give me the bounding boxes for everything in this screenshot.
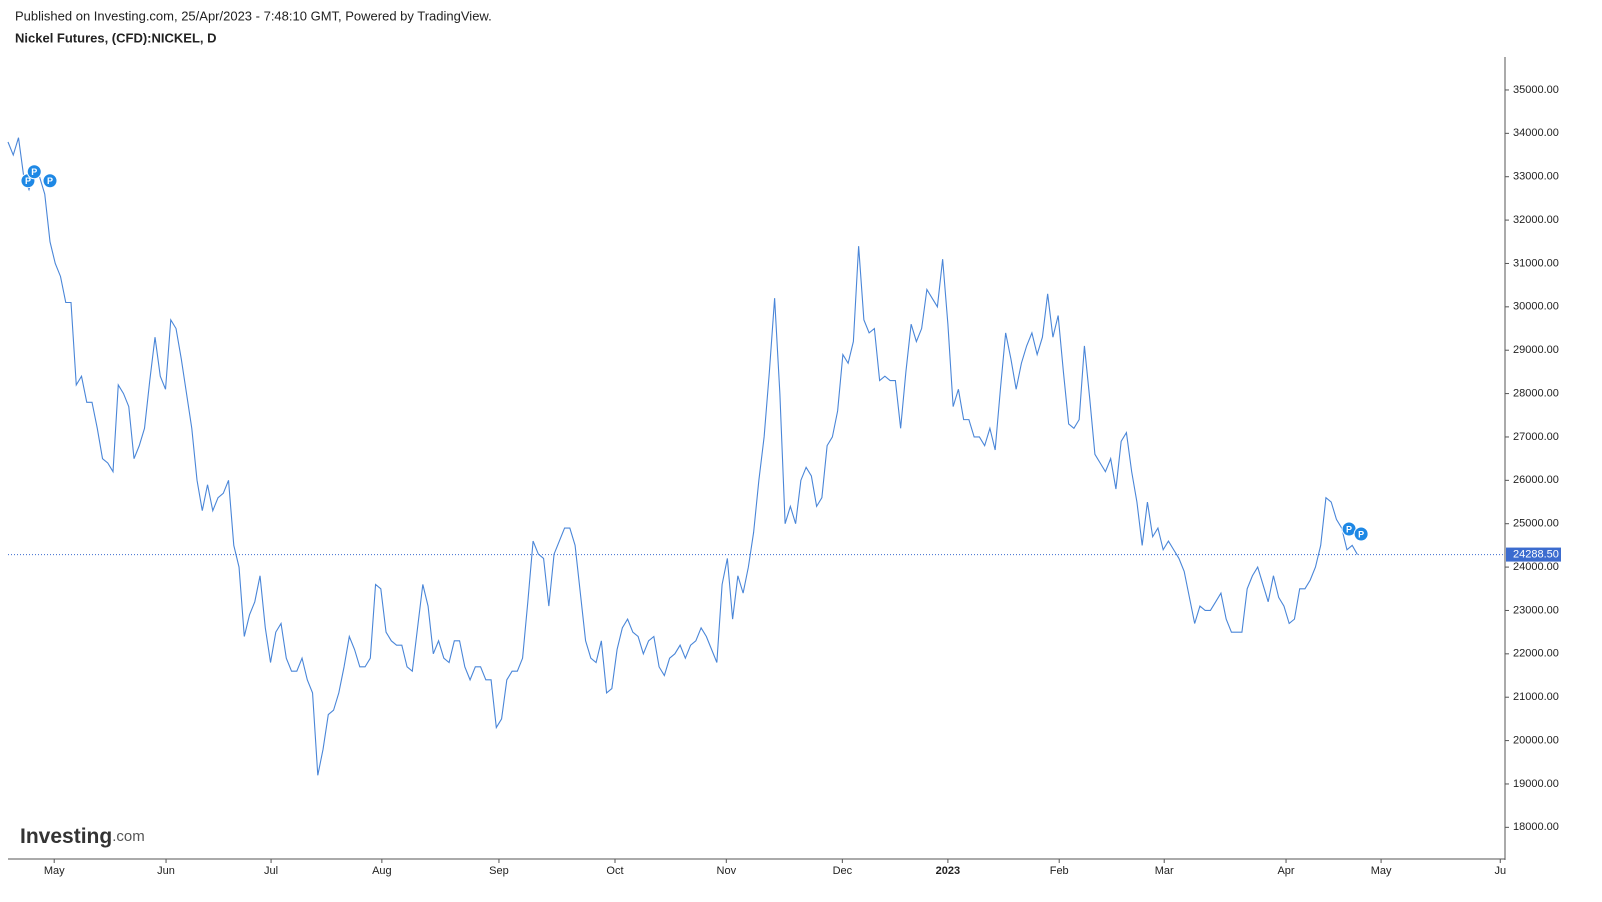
x-tick-label: Jun: [157, 865, 175, 877]
y-tick-label: 20000.00: [1513, 734, 1559, 746]
logo: Investing.com: [20, 825, 145, 848]
marker-label: P: [1346, 524, 1352, 534]
x-tick-label: Feb: [1050, 865, 1069, 877]
y-tick-label: 31000.00: [1513, 257, 1559, 269]
y-tick-label: 28000.00: [1513, 387, 1559, 399]
marker: [42, 173, 58, 189]
x-tick-label: Sep: [489, 865, 509, 877]
x-tick-label: Nov: [717, 865, 737, 877]
x-tick-label: Apr: [1277, 865, 1294, 877]
x-tick-label: Oct: [606, 865, 623, 877]
marker-label: P: [25, 176, 31, 186]
x-tick-label: 2023: [936, 865, 960, 877]
y-tick-label: 27000.00: [1513, 431, 1559, 443]
marker-label: P: [1358, 529, 1364, 539]
y-tick-label: 35000.00: [1513, 84, 1559, 96]
y-tick-label: 23000.00: [1513, 604, 1559, 616]
published: Published on Investing.com, 25/Apr/2023 …: [15, 8, 492, 23]
x-tick-label: Mar: [1155, 865, 1174, 877]
y-tick-label: 30000.00: [1513, 301, 1559, 313]
marker: [1353, 526, 1369, 542]
marker-label: P: [31, 167, 37, 177]
logo-main: Investing: [20, 825, 112, 848]
x-tick-label: Ju: [1494, 865, 1506, 877]
x-tick-label: May: [1371, 865, 1392, 877]
y-tick-label: 18000.00: [1513, 821, 1559, 833]
marker: [26, 164, 42, 180]
last-price-box: [1506, 547, 1561, 562]
x-tick-label: Aug: [372, 865, 392, 877]
y-tick-label: 24000.00: [1513, 561, 1559, 573]
y-tick-label: 19000.00: [1513, 778, 1559, 790]
x-tick-label: Dec: [833, 865, 853, 877]
y-tick-label: 34000.00: [1513, 127, 1559, 139]
x-tick-label: May: [44, 865, 65, 877]
y-tick-label: 21000.00: [1513, 691, 1559, 703]
y-tick-label: 25000.00: [1513, 518, 1559, 530]
price-line: [7, 137, 1358, 776]
logo-suffix: .com: [112, 828, 145, 845]
y-tick-label: 32000.00: [1513, 214, 1559, 226]
y-tick-label: 33000.00: [1513, 171, 1559, 183]
y-tick-label: 26000.00: [1513, 474, 1559, 486]
y-tick-label: 29000.00: [1513, 344, 1559, 356]
last-price-label: 24288.50: [1513, 548, 1559, 560]
chart-title: Nickel Futures, (CFD):NICKEL, D: [15, 30, 217, 45]
y-tick-label: 22000.00: [1513, 648, 1559, 660]
marker-label: P: [47, 176, 53, 186]
x-tick-label: Jul: [264, 865, 278, 877]
